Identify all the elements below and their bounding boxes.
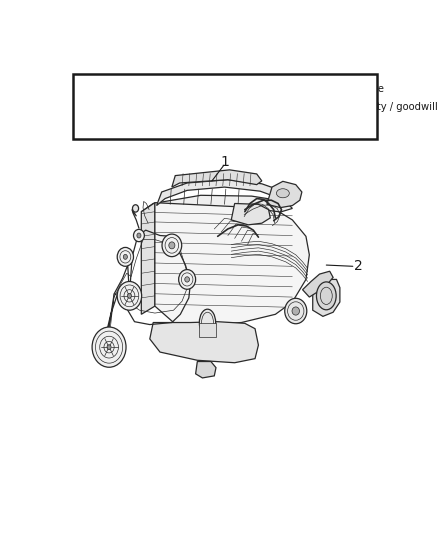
Polygon shape bbox=[150, 322, 258, 363]
Ellipse shape bbox=[92, 327, 126, 367]
Polygon shape bbox=[141, 203, 155, 314]
Ellipse shape bbox=[137, 233, 141, 238]
Polygon shape bbox=[313, 279, 340, 317]
Ellipse shape bbox=[169, 242, 175, 249]
Ellipse shape bbox=[179, 270, 196, 289]
Ellipse shape bbox=[276, 189, 290, 198]
Polygon shape bbox=[303, 271, 333, 297]
Ellipse shape bbox=[127, 293, 131, 298]
Text: 1: 1 bbox=[220, 155, 229, 168]
Ellipse shape bbox=[317, 282, 336, 310]
Ellipse shape bbox=[117, 247, 134, 266]
Ellipse shape bbox=[285, 298, 307, 324]
Polygon shape bbox=[196, 361, 216, 378]
Polygon shape bbox=[156, 180, 280, 206]
Polygon shape bbox=[231, 204, 270, 225]
Ellipse shape bbox=[292, 307, 300, 315]
FancyBboxPatch shape bbox=[74, 74, 377, 139]
Text: See appropriate warranty bulletin in dealer connect.: See appropriate warranty bulletin in dea… bbox=[80, 120, 342, 130]
Ellipse shape bbox=[199, 309, 215, 336]
Text: replacing a Cummins diesel engine assembly under warranty / goodwill.: replacing a Cummins diesel engine assemb… bbox=[80, 102, 438, 112]
Polygon shape bbox=[199, 322, 216, 337]
Polygon shape bbox=[267, 181, 302, 207]
Text: North America Dealers must obtain pre- authorization before: North America Dealers must obtain pre- a… bbox=[80, 84, 384, 94]
Polygon shape bbox=[141, 195, 293, 216]
Text: 2: 2 bbox=[354, 259, 363, 273]
Ellipse shape bbox=[107, 345, 111, 350]
Ellipse shape bbox=[132, 205, 138, 212]
Ellipse shape bbox=[162, 234, 182, 257]
Ellipse shape bbox=[134, 229, 145, 241]
Ellipse shape bbox=[117, 281, 141, 310]
Ellipse shape bbox=[185, 277, 190, 282]
Polygon shape bbox=[172, 170, 262, 187]
Ellipse shape bbox=[124, 254, 127, 260]
Polygon shape bbox=[155, 203, 309, 325]
